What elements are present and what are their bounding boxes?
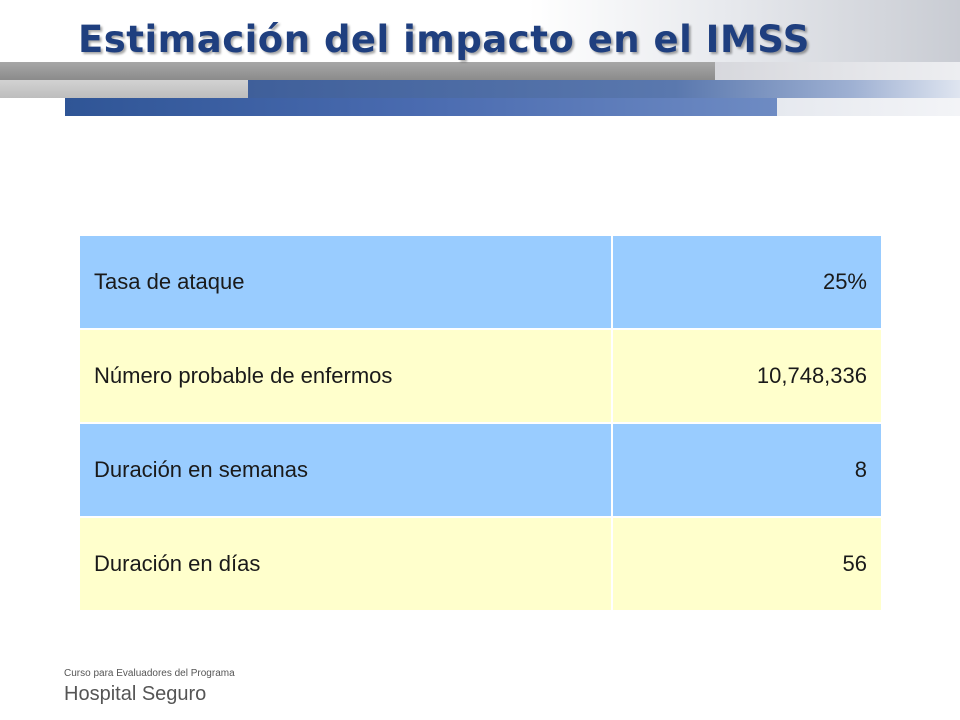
row-label: Duración en semanas bbox=[78, 422, 613, 518]
row-label: Tasa de ataque bbox=[78, 234, 613, 330]
page-title: Estimación del impacto en el IMSS bbox=[78, 18, 810, 61]
row-label: Duración en días bbox=[78, 516, 613, 612]
row-label: Número probable de enfermos bbox=[78, 328, 613, 424]
impact-table: Tasa de ataque 25% Número probable de en… bbox=[78, 234, 883, 612]
header-band-dark-blue bbox=[65, 98, 777, 116]
header-banner bbox=[0, 0, 960, 120]
footer-logo: Curso para Evaluadores del Programa Hosp… bbox=[64, 668, 235, 706]
table-row: Duración en días 56 bbox=[78, 516, 883, 612]
table-row: Duración en semanas 8 bbox=[78, 422, 883, 518]
footer-program-name: Hospital Seguro bbox=[64, 683, 207, 705]
row-value: 8 bbox=[611, 422, 883, 518]
header-band-gray-right bbox=[715, 62, 960, 80]
header-band-gray bbox=[0, 62, 715, 80]
row-value: 25% bbox=[611, 234, 883, 330]
header-band-light-right bbox=[777, 98, 960, 116]
header-band-light-gray bbox=[0, 80, 248, 98]
row-value: 10,748,336 bbox=[611, 328, 883, 424]
table-row: Tasa de ataque 25% bbox=[78, 234, 883, 330]
header-band-blue bbox=[248, 80, 960, 98]
table-row: Número probable de enfermos 10,748,336 bbox=[78, 328, 883, 424]
header-band-top bbox=[0, 0, 960, 62]
row-value: 56 bbox=[611, 516, 883, 612]
footer-course-text: Curso para Evaluadores del Programa bbox=[64, 668, 235, 679]
